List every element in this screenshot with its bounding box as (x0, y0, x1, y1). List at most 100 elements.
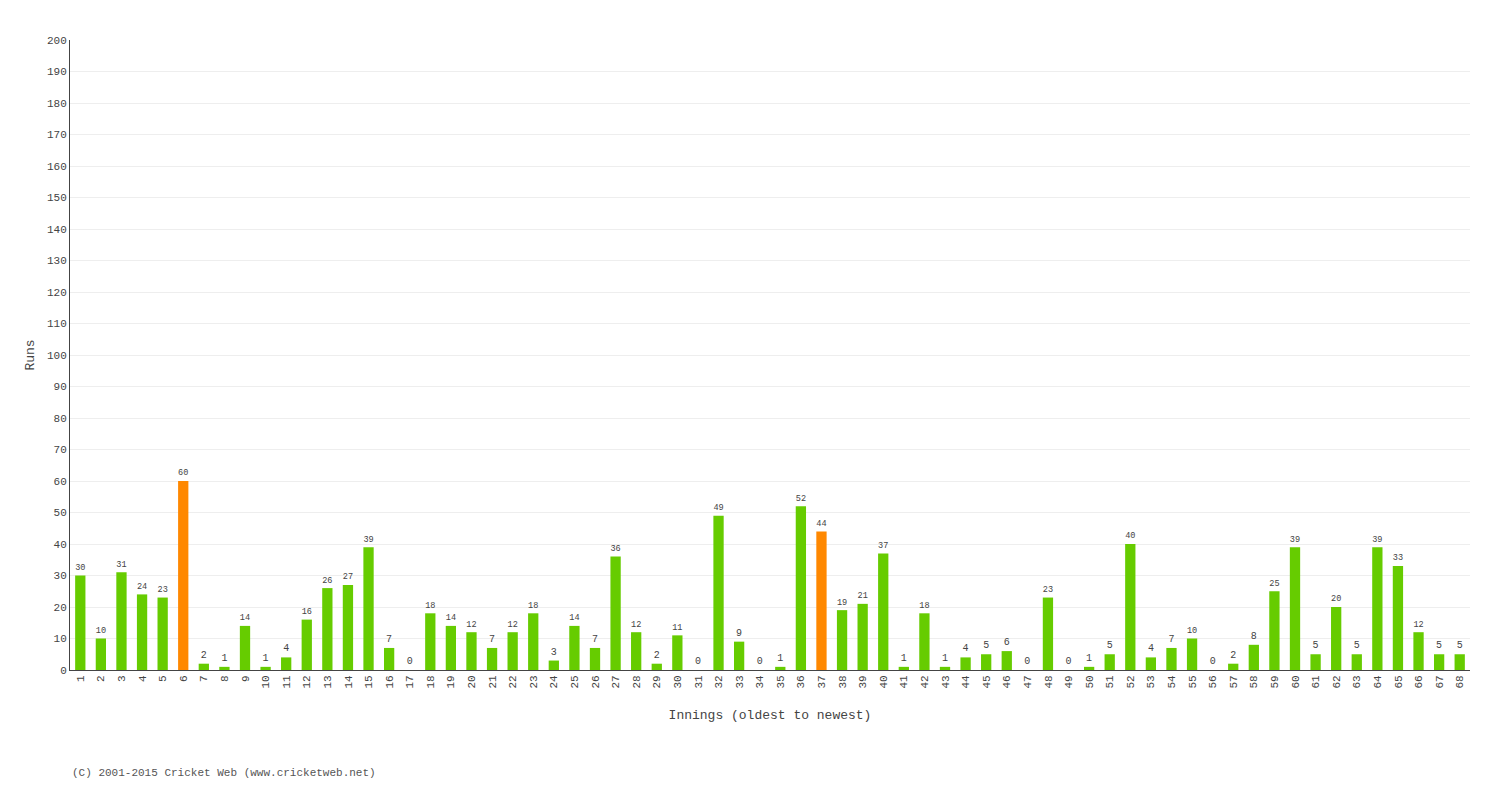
svg-text:160: 160 (47, 161, 67, 173)
svg-text:0: 0 (757, 656, 763, 667)
svg-text:62: 62 (1331, 675, 1343, 688)
svg-text:0: 0 (1024, 656, 1030, 667)
svg-text:67: 67 (1434, 675, 1446, 688)
svg-text:49: 49 (713, 503, 723, 513)
svg-text:14: 14 (240, 613, 250, 623)
svg-text:10: 10 (1187, 626, 1197, 636)
svg-text:12: 12 (1413, 620, 1423, 630)
svg-text:29: 29 (651, 675, 663, 688)
svg-text:7: 7 (198, 675, 210, 682)
svg-text:49: 49 (1063, 675, 1075, 688)
svg-text:2: 2 (654, 650, 660, 661)
svg-text:68: 68 (1454, 675, 1466, 688)
svg-text:120: 120 (47, 287, 67, 299)
svg-text:58: 58 (1248, 675, 1260, 688)
svg-text:24: 24 (137, 582, 147, 592)
svg-text:16: 16 (384, 675, 396, 688)
svg-text:21: 21 (858, 591, 868, 601)
svg-text:27: 27 (343, 572, 353, 582)
svg-text:9: 9 (240, 675, 252, 682)
svg-text:44: 44 (960, 675, 972, 689)
svg-text:39: 39 (857, 675, 869, 688)
svg-text:39: 39 (1290, 535, 1300, 545)
svg-text:18: 18 (528, 601, 538, 611)
svg-text:51: 51 (1104, 675, 1116, 689)
svg-text:150: 150 (47, 192, 67, 204)
svg-text:60: 60 (1290, 675, 1302, 688)
svg-text:4: 4 (1148, 643, 1154, 654)
svg-text:90: 90 (54, 381, 67, 393)
svg-text:60: 60 (54, 476, 67, 488)
svg-text:56: 56 (1207, 675, 1219, 688)
svg-text:20: 20 (1331, 594, 1341, 604)
svg-text:6: 6 (1004, 637, 1010, 648)
svg-text:130: 130 (47, 255, 67, 267)
svg-text:1: 1 (75, 675, 87, 682)
svg-text:42: 42 (919, 675, 931, 688)
svg-text:40: 40 (54, 539, 67, 551)
svg-text:140: 140 (47, 224, 67, 236)
svg-text:170: 170 (47, 129, 67, 141)
svg-text:0: 0 (407, 656, 413, 667)
svg-text:0: 0 (695, 656, 701, 667)
svg-text:190: 190 (47, 66, 67, 78)
svg-text:37: 37 (816, 675, 828, 688)
svg-text:9: 9 (736, 628, 742, 639)
svg-text:28: 28 (631, 675, 643, 688)
svg-text:30: 30 (75, 563, 85, 573)
svg-text:27: 27 (610, 675, 622, 688)
svg-text:200: 200 (47, 35, 67, 47)
svg-text:16: 16 (302, 607, 312, 617)
svg-text:52: 52 (1125, 675, 1137, 688)
svg-text:0: 0 (60, 665, 67, 677)
svg-text:26: 26 (322, 576, 332, 586)
svg-text:23: 23 (528, 675, 540, 688)
svg-text:66: 66 (1413, 675, 1425, 688)
svg-text:24: 24 (548, 675, 560, 689)
svg-text:14: 14 (343, 675, 355, 689)
svg-text:2: 2 (201, 650, 207, 661)
svg-text:31: 31 (116, 560, 126, 570)
svg-text:50: 50 (54, 507, 67, 519)
svg-text:39: 39 (363, 535, 373, 545)
svg-text:55: 55 (1187, 675, 1199, 688)
svg-text:57: 57 (1228, 675, 1240, 688)
svg-text:30: 30 (54, 570, 67, 582)
svg-text:10: 10 (96, 626, 106, 636)
svg-text:(C) 2001-2015 Cricket Web (www: (C) 2001-2015 Cricket Web (www.cricketwe… (72, 767, 376, 779)
svg-text:54: 54 (1166, 675, 1178, 689)
svg-text:59: 59 (1269, 675, 1281, 688)
svg-text:0: 0 (1066, 656, 1072, 667)
svg-text:11: 11 (672, 623, 682, 633)
svg-text:1: 1 (777, 653, 783, 664)
svg-text:5: 5 (1313, 640, 1319, 651)
svg-text:30: 30 (672, 675, 684, 688)
svg-text:0: 0 (1210, 656, 1216, 667)
svg-text:14: 14 (569, 613, 579, 623)
svg-text:12: 12 (466, 620, 476, 630)
svg-text:25: 25 (569, 675, 581, 688)
svg-text:1: 1 (901, 653, 907, 664)
svg-text:41: 41 (898, 675, 910, 689)
svg-text:4: 4 (963, 643, 969, 654)
svg-text:21: 21 (487, 675, 499, 689)
svg-text:Innings (oldest to newest): Innings (oldest to newest) (669, 708, 872, 723)
svg-text:7: 7 (592, 634, 598, 645)
svg-text:110: 110 (47, 318, 67, 330)
svg-text:36: 36 (610, 544, 620, 554)
svg-text:64: 64 (1372, 675, 1384, 689)
svg-text:7: 7 (1168, 634, 1174, 645)
svg-text:5: 5 (983, 640, 989, 651)
svg-text:12: 12 (631, 620, 641, 630)
svg-text:22: 22 (507, 675, 519, 688)
svg-text:34: 34 (754, 675, 766, 689)
svg-text:12: 12 (508, 620, 518, 630)
svg-text:53: 53 (1145, 675, 1157, 688)
svg-text:33: 33 (1393, 553, 1403, 563)
svg-text:61: 61 (1310, 675, 1322, 689)
svg-text:52: 52 (796, 494, 806, 504)
svg-text:35: 35 (775, 675, 787, 688)
svg-text:11: 11 (281, 675, 293, 689)
svg-text:40: 40 (1125, 531, 1135, 541)
svg-text:19: 19 (837, 598, 847, 608)
